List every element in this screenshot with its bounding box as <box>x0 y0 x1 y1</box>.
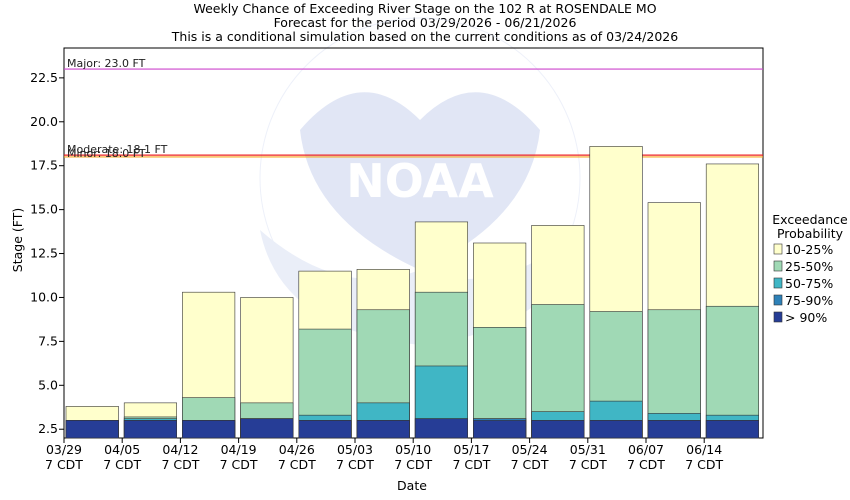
threshold-label: Major: 23.0 FT <box>67 57 146 70</box>
legend-swatch <box>773 243 783 255</box>
legend-entry: 75-90% <box>785 293 833 308</box>
x-tick-sublabel: 7 CDT <box>278 457 316 472</box>
x-tick-label: 05/03 <box>337 442 373 457</box>
bar-segment <box>356 420 410 439</box>
bar-segment <box>705 420 760 439</box>
bar-segment <box>298 420 352 439</box>
x-tick-sublabel: 7 CDT <box>394 457 432 472</box>
bar-segment <box>182 420 236 439</box>
watermark-label: NOAA <box>346 154 494 208</box>
x-tick-sublabel: 7 CDT <box>627 457 665 472</box>
bar-segment <box>531 420 585 439</box>
legend-entry: > 90% <box>785 310 827 325</box>
legend-swatch <box>773 311 783 323</box>
x-tick-label: 05/10 <box>395 442 431 457</box>
bar-segment <box>414 418 469 439</box>
bar-segment <box>647 420 701 439</box>
legend-swatch <box>773 277 783 289</box>
x-tick-label: 03/29 <box>46 442 82 457</box>
y-tick-label: 20.0 <box>30 114 58 129</box>
legend-title: Exceedance <box>772 212 848 227</box>
y-axis-label: Stage (FT) <box>10 208 25 272</box>
y-tick-label: 2.5 <box>38 421 58 436</box>
x-tick-sublabel: 7 CDT <box>45 457 83 472</box>
bar-segment <box>473 420 527 439</box>
legend-swatch <box>773 260 783 272</box>
x-tick-sublabel: 7 CDT <box>220 457 258 472</box>
y-tick-label: 7.5 <box>38 333 58 348</box>
threshold-label: Moderate: 18.1 FT <box>67 143 168 156</box>
chart-subtitle-2: This is a conditional simulation based o… <box>171 29 678 44</box>
x-tick-label: 04/05 <box>104 442 140 457</box>
x-tick-sublabel: 7 CDT <box>103 457 141 472</box>
x-tick-sublabel: 7 CDT <box>336 457 374 472</box>
x-tick-label: 05/24 <box>512 442 548 457</box>
y-tick-label: 12.5 <box>30 246 58 261</box>
x-tick-sublabel: 7 CDT <box>685 457 723 472</box>
y-tick-label: 17.5 <box>30 158 58 173</box>
legend-entry: 50-75% <box>785 276 833 291</box>
x-tick-label: 05/17 <box>453 442 489 457</box>
y-tick-label: 10.0 <box>30 289 58 304</box>
x-tick-label: 06/07 <box>628 442 664 457</box>
x-axis-label: Date <box>397 478 427 493</box>
bar-segment <box>123 420 177 439</box>
x-tick-label: 05/31 <box>570 442 606 457</box>
legend-swatch <box>773 294 783 306</box>
y-tick-label: 5.0 <box>38 377 58 392</box>
x-tick-sublabel: 7 CDT <box>452 457 490 472</box>
bar-segment <box>589 420 643 439</box>
x-tick-label: 06/14 <box>686 442 722 457</box>
x-tick-sublabel: 7 CDT <box>511 457 549 472</box>
threshold-label: Minor: 18.0 FT <box>67 147 146 160</box>
y-tick-label: 15.0 <box>30 202 58 217</box>
legend-entry: 25-50% <box>785 259 833 274</box>
chart-subtitle: Forecast for the period 03/29/2026 - 06/… <box>274 15 577 30</box>
bar-segment <box>65 420 119 439</box>
x-tick-sublabel: 7 CDT <box>161 457 199 472</box>
y-tick-label: 22.5 <box>30 70 58 85</box>
legend-title: Probability <box>777 226 844 241</box>
legend-entry: 10-25% <box>785 242 833 257</box>
x-tick-label: 04/12 <box>162 442 198 457</box>
x-tick-sublabel: 7 CDT <box>569 457 607 472</box>
chart-title: Weekly Chance of Exceeding River Stage o… <box>193 1 656 16</box>
x-tick-label: 04/26 <box>279 442 315 457</box>
bar-segment <box>240 418 294 439</box>
x-tick-label: 04/19 <box>221 442 257 457</box>
